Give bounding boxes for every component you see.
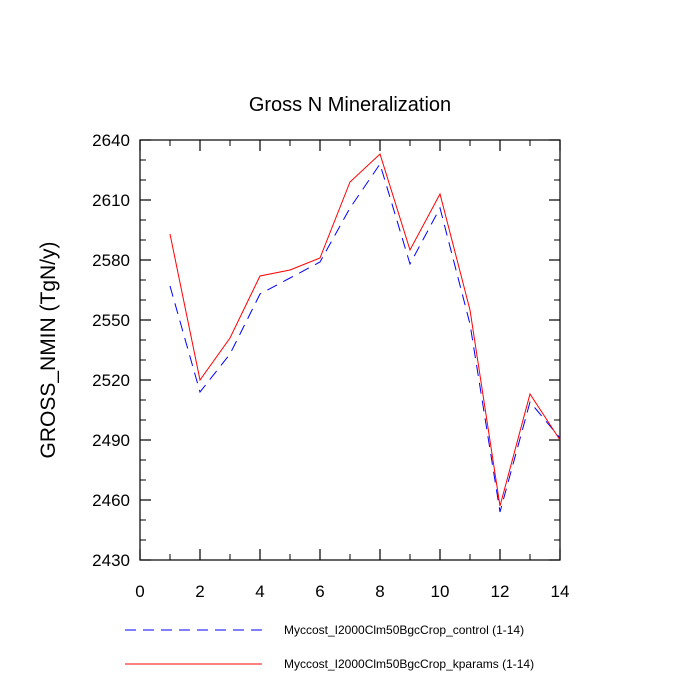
y-axis-label: GROSS_NMIN (TgN/y) xyxy=(37,241,60,458)
y-tick-label: 2610 xyxy=(92,191,130,210)
x-tick-label: 8 xyxy=(375,582,384,601)
chart-title: Gross N Mineralization xyxy=(249,94,451,116)
axis-ticks xyxy=(139,139,561,561)
plot-frame xyxy=(139,139,561,561)
y-tick-label: 2580 xyxy=(92,251,130,270)
x-tick-label: 12 xyxy=(491,582,510,601)
x-tick-label: 0 xyxy=(135,582,144,601)
series-line-kparams xyxy=(169,153,561,507)
y-tick-label: 2550 xyxy=(92,311,130,330)
x-tick-label: 4 xyxy=(255,582,264,601)
series-lines xyxy=(169,153,561,513)
y-tick-label: 2520 xyxy=(92,371,130,390)
y-tick-label: 2430 xyxy=(92,551,130,570)
legend-label-kparams: Myccost_I2000Clm50BgcCrop_kparams (1-14) xyxy=(284,657,534,671)
x-tick-label: 6 xyxy=(315,582,324,601)
axis-tick-labels: 0 2 4 6 8 10 12 14 2430 2460 2490 2520 2550 2580 2610 2… xyxy=(92,131,569,601)
legend: Myccost_I2000Clm50BgcCrop_control (1-14)… xyxy=(125,623,534,671)
y-tick-label: 2490 xyxy=(92,431,130,450)
y-tick-label: 2640 xyxy=(92,131,130,150)
x-tick-label: 14 xyxy=(551,582,570,601)
series-line-control xyxy=(169,162,561,513)
y-tick-label: 2460 xyxy=(92,491,130,510)
legend-label-control: Myccost_I2000Clm50BgcCrop_control (1-14) xyxy=(284,623,524,637)
x-tick-label: 2 xyxy=(195,582,204,601)
x-tick-label: 10 xyxy=(431,582,450,601)
